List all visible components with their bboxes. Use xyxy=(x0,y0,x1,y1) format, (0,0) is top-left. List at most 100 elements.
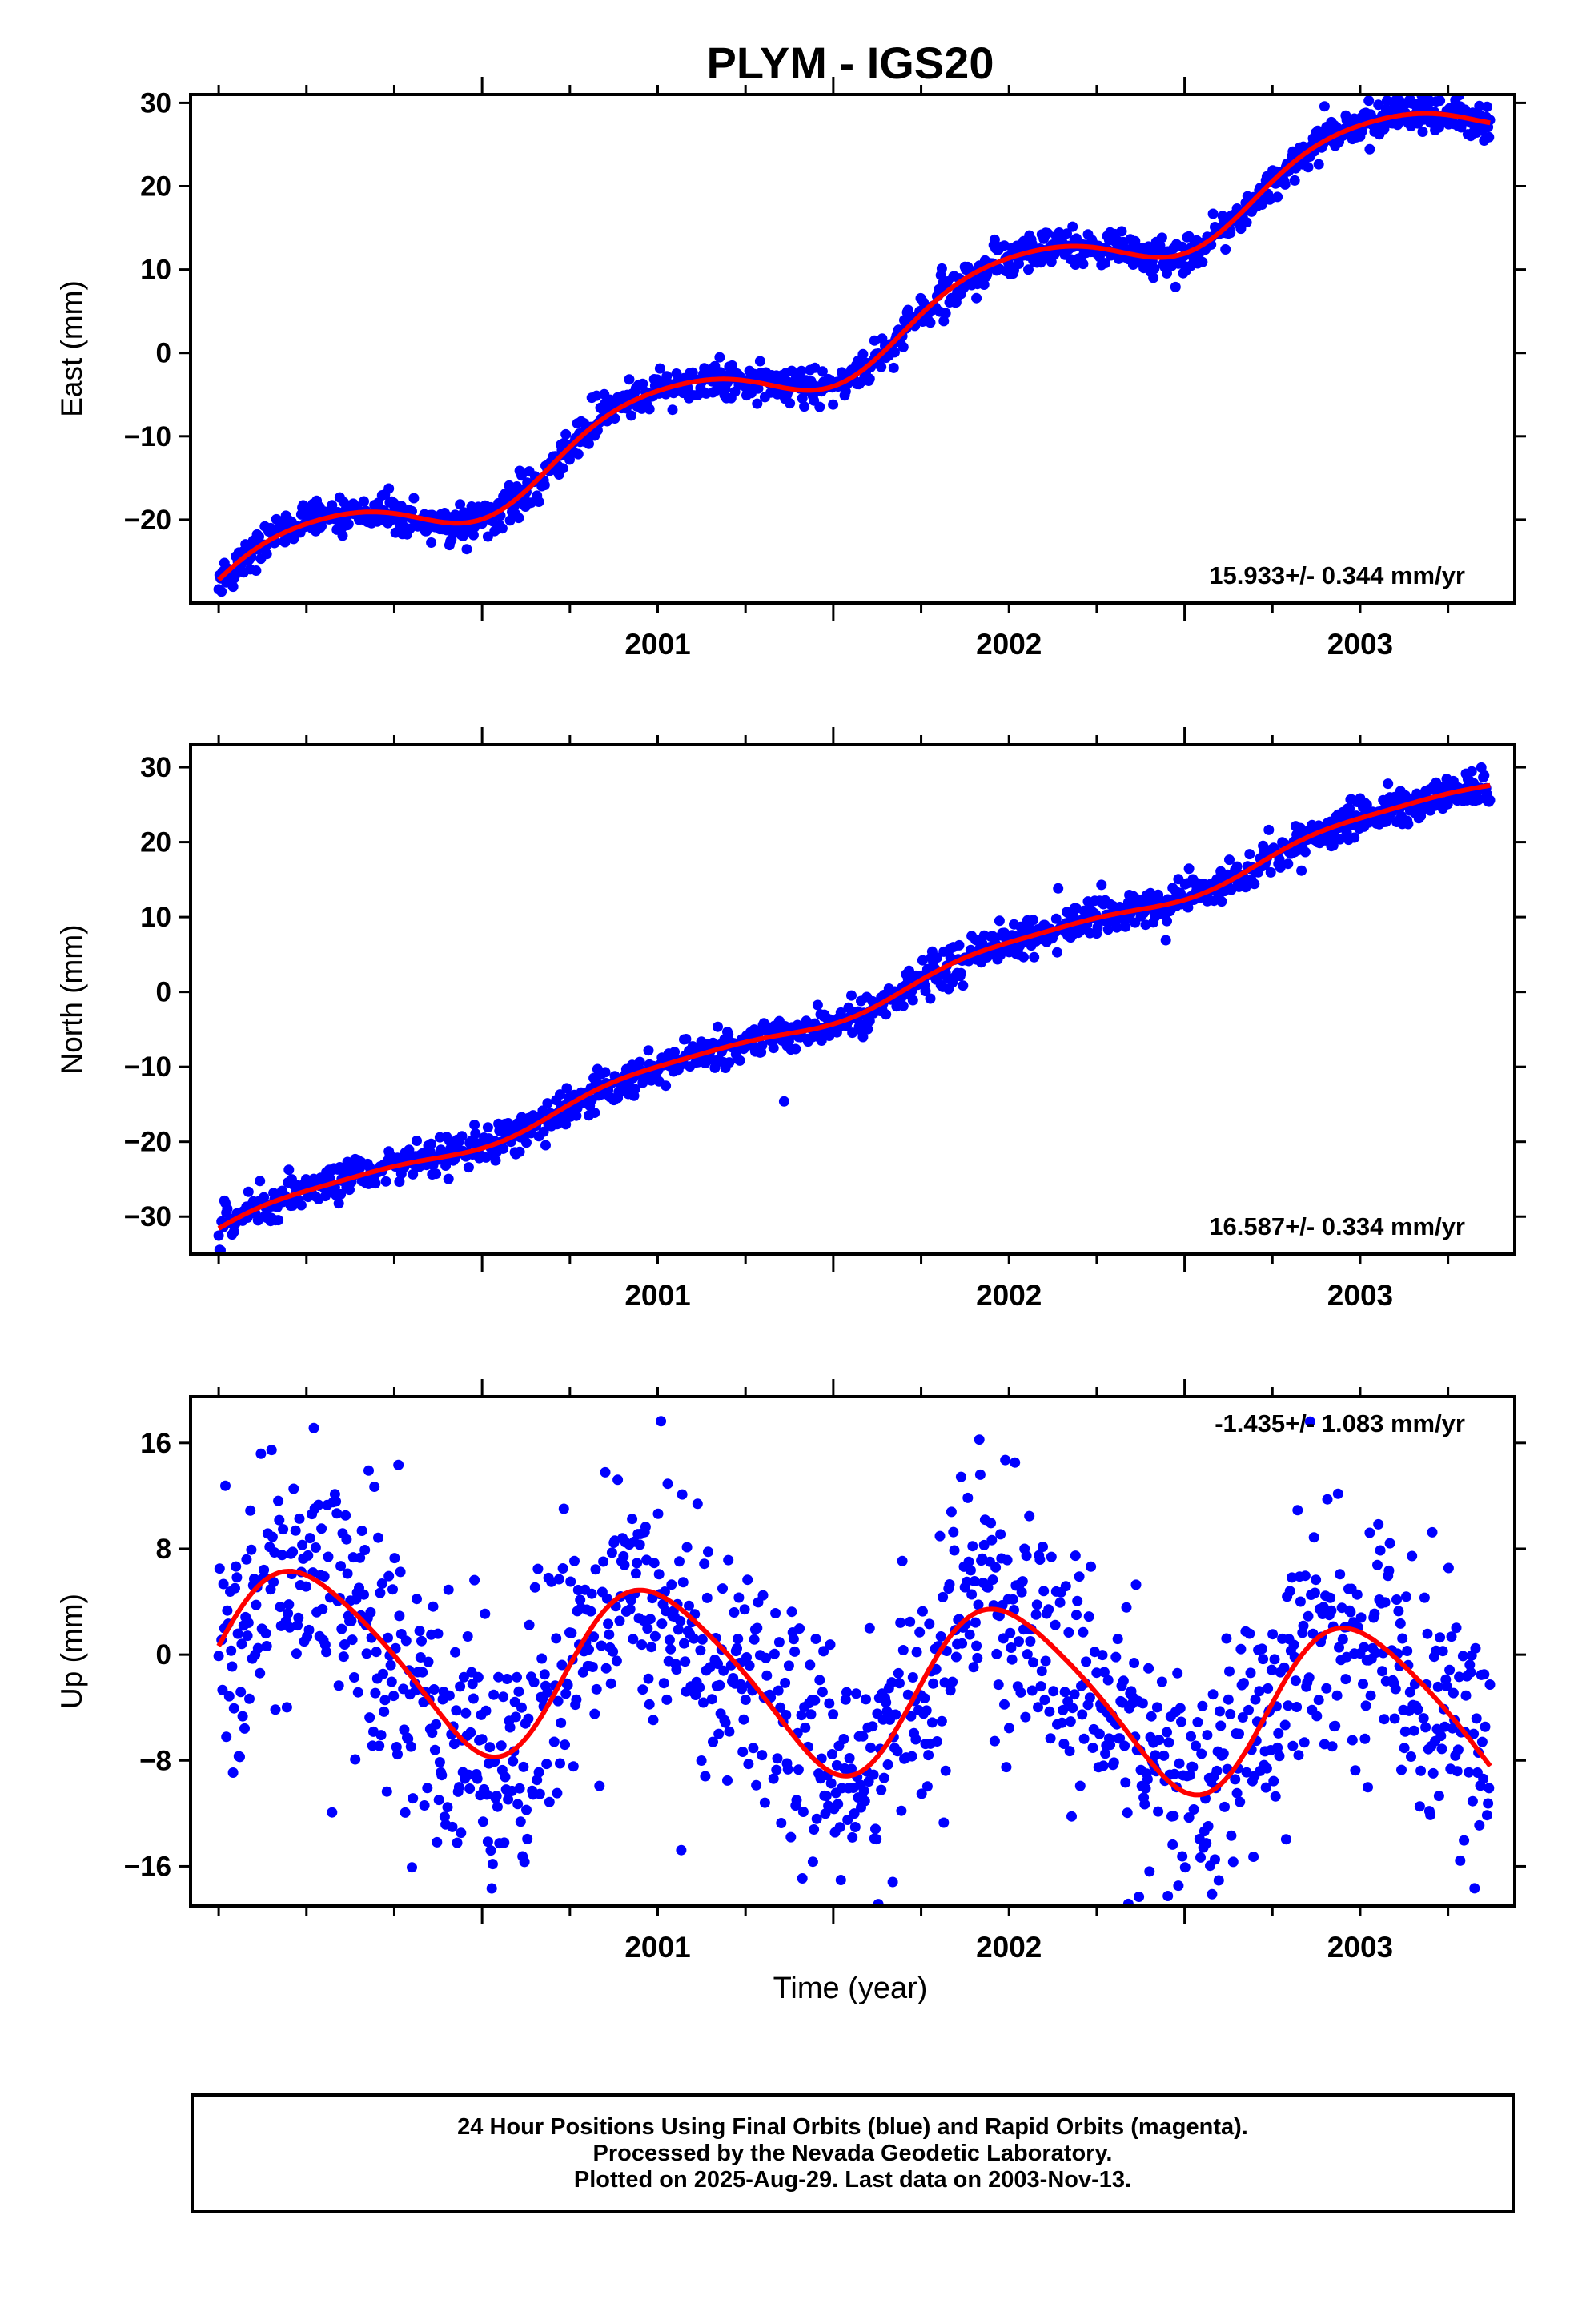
up-data-point xyxy=(905,1616,916,1627)
up-data-point xyxy=(873,1899,884,1906)
up-data-point xyxy=(486,1883,497,1894)
up-data-point xyxy=(729,1607,740,1618)
up-data-point xyxy=(268,1577,279,1587)
up-data-point xyxy=(375,1730,387,1741)
up-data-point xyxy=(886,1677,897,1688)
up-data-point xyxy=(552,1787,563,1799)
up-data-point xyxy=(1483,1798,1494,1809)
north-data-point xyxy=(222,1204,233,1214)
up-data-point xyxy=(627,1514,638,1525)
up-data-point xyxy=(365,1606,376,1618)
up-data-point xyxy=(412,1594,422,1605)
up-data-point xyxy=(962,1576,973,1587)
up-data-point xyxy=(273,1495,284,1506)
up-data-point xyxy=(600,1466,611,1478)
north-y-tick-label: 10 xyxy=(140,902,171,933)
up-data-point xyxy=(519,1856,530,1868)
up-data-point xyxy=(926,1717,938,1728)
up-data-point xyxy=(1072,1595,1083,1606)
up-data-point xyxy=(1464,1659,1476,1671)
up-data-point xyxy=(453,1782,464,1793)
east-data-point xyxy=(359,496,369,507)
up-data-point xyxy=(506,1928,516,1938)
up-data-point xyxy=(252,1642,263,1654)
up-data-point xyxy=(303,1550,314,1561)
up-data-point xyxy=(297,1539,308,1550)
up-data-point xyxy=(1137,1698,1148,1709)
up-data-point xyxy=(1021,1550,1032,1562)
up-data-point xyxy=(1239,1678,1249,1689)
up-data-point xyxy=(844,1753,855,1763)
up-data-point xyxy=(935,1631,946,1642)
up-data-point xyxy=(1377,1666,1387,1677)
up-data-point xyxy=(917,1606,928,1617)
up-data-point xyxy=(796,1710,807,1721)
up-data-point xyxy=(290,1525,301,1536)
up-data-point xyxy=(817,1687,828,1698)
up-data-point xyxy=(416,1635,427,1647)
east-data-point xyxy=(786,365,797,376)
up-data-point xyxy=(1176,1716,1186,1727)
east-year-label: 2001 xyxy=(624,628,690,661)
up-data-point xyxy=(534,1788,545,1799)
footer-line-1: 24 Hour Positions Using Final Orbits (bl… xyxy=(457,2113,1248,2140)
up-data-point xyxy=(1038,1542,1048,1552)
east-data-point xyxy=(513,513,524,524)
up-data-point xyxy=(1370,1647,1381,1659)
east-data-point xyxy=(526,497,536,509)
east-data-point xyxy=(1481,101,1492,112)
east-data-point xyxy=(817,366,828,377)
up-data-point xyxy=(1390,1683,1401,1695)
up-data-point xyxy=(1331,1690,1343,1701)
up-data-point xyxy=(1484,1679,1496,1690)
up-year-label: 2001 xyxy=(624,1931,690,1964)
up-data-point xyxy=(772,1753,783,1764)
up-data-point xyxy=(916,1788,927,1799)
up-data-point xyxy=(1274,1751,1285,1762)
east-data-point xyxy=(1130,235,1141,247)
up-data-point xyxy=(1441,1681,1452,1691)
up-data-point xyxy=(1311,1574,1322,1586)
east-rate-label: 15.933+/- 0.344 mm/yr xyxy=(1209,561,1465,589)
up-data-point xyxy=(588,1631,600,1642)
up-data-point xyxy=(523,1713,534,1724)
up-data-point xyxy=(1414,1801,1425,1812)
up-data-point xyxy=(1000,1454,1011,1466)
east-data-point xyxy=(1026,239,1038,250)
up-data-point xyxy=(555,1758,565,1769)
up-data-point xyxy=(648,1715,659,1726)
north-data-point xyxy=(335,1188,347,1200)
up-data-point xyxy=(1201,1838,1212,1849)
up-data-point xyxy=(1177,1851,1188,1862)
up-data-point xyxy=(428,1684,440,1695)
east-data-point xyxy=(1023,264,1034,275)
east-data-point xyxy=(938,316,950,327)
up-data-point xyxy=(921,1781,933,1792)
north-data-point xyxy=(591,1076,602,1088)
up-data-point xyxy=(776,1818,787,1828)
up-data-point xyxy=(1083,1611,1094,1622)
up-data-point xyxy=(858,1785,869,1796)
up-data-point xyxy=(482,1836,493,1848)
east-data-point xyxy=(1373,99,1384,111)
east-data-point xyxy=(609,413,620,424)
up-data-point xyxy=(1470,1642,1481,1654)
up-data-point xyxy=(1044,1706,1055,1717)
up-data-point xyxy=(1408,1725,1419,1736)
up-data-point xyxy=(1267,1629,1279,1640)
up-data-point xyxy=(1464,1767,1475,1778)
north-data-point xyxy=(1274,854,1285,865)
up-data-point xyxy=(950,1651,962,1663)
up-data-point xyxy=(417,1667,428,1678)
north-y-tick-label: −10 xyxy=(124,1051,171,1083)
up-data-point xyxy=(1330,1720,1341,1731)
east-data-point xyxy=(1148,272,1159,283)
up-data-point xyxy=(1373,1518,1384,1530)
up-data-point xyxy=(989,1735,1000,1747)
north-data-point xyxy=(1479,770,1490,781)
up-data-point xyxy=(283,1608,294,1619)
up-data-point xyxy=(1402,1646,1413,1656)
up-data-point xyxy=(1395,1618,1406,1629)
east-data-point xyxy=(426,537,437,548)
up-data-point xyxy=(428,1601,439,1612)
